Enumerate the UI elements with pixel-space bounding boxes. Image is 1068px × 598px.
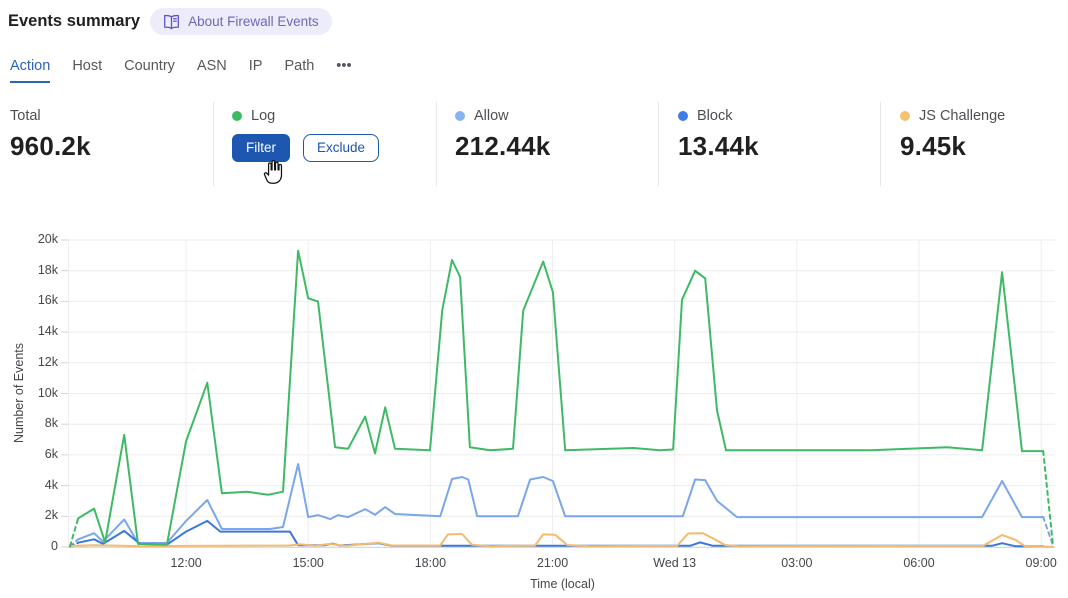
events-over-time-chart[interactable]: Number of Events Time (local) 0 2k 4k 6k 8k 1… <box>0 200 1068 598</box>
stat-total-value: 960.2k <box>10 131 91 161</box>
allow-series-dash-out <box>1042 516 1054 547</box>
stats-divider <box>436 102 437 186</box>
stat-js-challenge: JS Challenge 9.45k <box>900 108 1005 162</box>
header: Events summary About Firewall Events <box>8 8 332 35</box>
allow-legend-dot <box>455 111 465 121</box>
stat-log-label: Log <box>251 108 276 124</box>
log-legend-dot <box>232 111 242 121</box>
stat-js-challenge-label: JS Challenge <box>919 108 1006 124</box>
js-challenge-legend-dot <box>900 111 910 121</box>
log-series-dash-in <box>69 517 80 548</box>
book-icon <box>163 14 180 30</box>
stat-block: Block 13.44k <box>678 108 759 162</box>
tab-ip[interactable]: IP <box>248 58 263 74</box>
tab-country[interactable]: Country <box>124 58 175 74</box>
log-series-line <box>77 249 1045 546</box>
exclude-button[interactable]: Exclude <box>303 134 380 163</box>
stat-total-label: Total <box>10 108 41 124</box>
page-title: Events summary <box>8 12 141 30</box>
block-series-line <box>77 519 1045 548</box>
tab-overflow[interactable]: ••• <box>336 58 352 74</box>
about-firewall-events-badge[interactable]: About Firewall Events <box>150 8 332 35</box>
stat-block-label: Block <box>697 108 733 124</box>
tab-host[interactable]: Host <box>72 58 103 74</box>
about-badge-label: About Firewall Events <box>188 14 319 29</box>
stats-divider <box>658 102 659 186</box>
tab-asn[interactable]: ASN <box>196 58 227 74</box>
stat-total: Total 960.2k <box>10 108 91 162</box>
stat-allow-value: 212.44k <box>455 131 551 161</box>
tab-bar: Action Host Country ASN IP Path ••• <box>10 58 352 83</box>
stats-divider <box>213 102 214 186</box>
block-legend-dot <box>678 111 688 121</box>
stats-divider <box>880 102 881 186</box>
stat-allow: Allow 212.44k <box>455 108 550 162</box>
stats-row: Total 960.2k Log Filter Exclude Allow 212.44… <box>0 0 1068 200</box>
mouse-cursor-hand-icon <box>261 157 288 191</box>
allow-series-line <box>77 463 1045 544</box>
stat-log: Log Filter Exclude <box>232 108 380 163</box>
log-series-dash-out <box>1042 450 1054 547</box>
stat-block-value: 13.44k <box>678 131 759 161</box>
js-challenge-series-line <box>69 532 1054 548</box>
stat-js-challenge-value: 9.45k <box>900 131 967 161</box>
filter-button[interactable]: Filter <box>232 134 290 163</box>
stat-allow-label: Allow <box>474 108 509 124</box>
tab-action[interactable]: Action <box>10 58 51 83</box>
tab-path[interactable]: Path <box>284 58 315 74</box>
